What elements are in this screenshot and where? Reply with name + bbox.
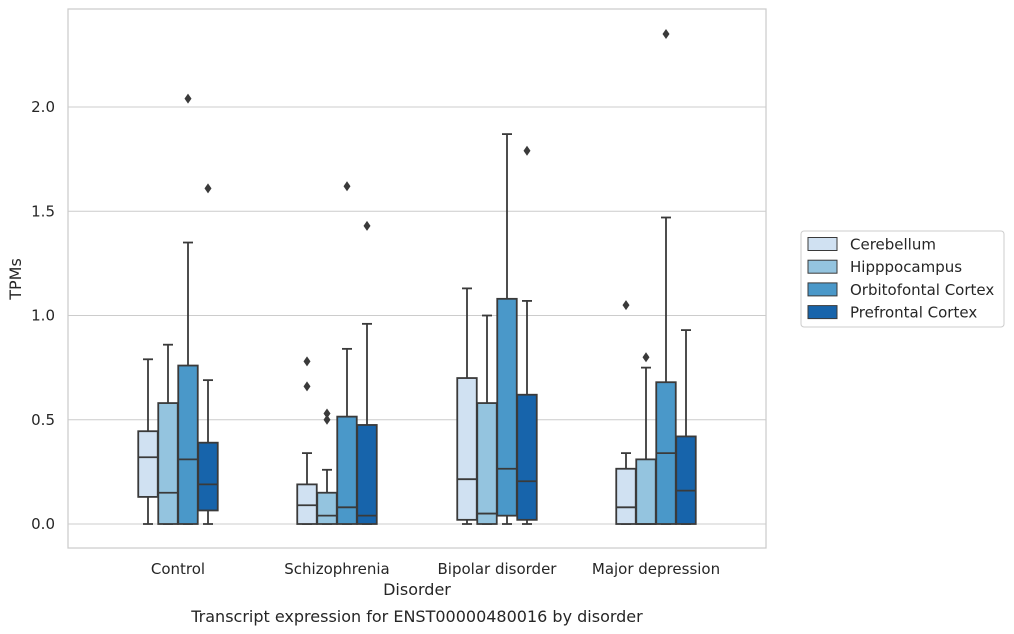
outlier-point [642,352,650,363]
legend-label: Orbitofontal Cortex [850,281,994,299]
x-axis-title: Disorder [383,580,451,599]
x-tick-label: Control [151,560,205,578]
outlier-point [323,414,331,425]
box-group [197,183,219,525]
box-group [336,181,358,525]
outlier-point [662,29,670,40]
iqr-box [635,458,657,525]
box-group [615,300,637,525]
y-tick-labels: 0.0 0.5 1.0 1.5 2.0 [31,98,55,533]
y-tick-label: 0.0 [31,515,55,533]
iqr-box [197,441,219,512]
box-group [516,145,538,525]
legend-label: Cerebellum [850,236,936,254]
legend-label: Hipppocampus [850,258,962,276]
iqr-box [177,364,199,525]
x-tick-label: Bipolar disorder [438,560,558,578]
box-group [456,287,478,525]
iqr-box [296,483,318,525]
legend-swatch [807,282,838,297]
outlier-point [184,93,192,104]
outlier-point [204,183,212,194]
outlier-point [303,381,311,392]
box-series [137,29,697,525]
y-tick-label: 1.0 [31,307,55,325]
legend: Cerebellum Hipppocampus Orbitofontal Corte… [800,230,1005,328]
box-group [177,93,199,525]
outlier-point [303,356,311,367]
iqr-box [615,467,637,525]
box-group [635,352,657,525]
box-group [356,220,378,525]
legend-swatch [807,305,838,320]
outlier-point [622,300,630,311]
iqr-box [476,402,498,525]
chart-caption: Transcript expression for ENST0000048001… [190,607,643,626]
legend-frame [800,230,1005,328]
box-group [137,358,159,525]
iqr-box [496,297,518,517]
plot-frame [67,8,767,549]
box-group [655,29,677,525]
box-group [316,408,338,525]
iqr-box [157,402,179,525]
box-group [157,343,179,525]
outlier-point [323,408,331,419]
iqr-box [316,491,338,525]
outlier-point [363,220,371,231]
iqr-box [456,377,478,521]
iqr-box [356,424,378,525]
iqr-box [137,430,159,498]
legend-swatch [807,259,838,274]
box-group [296,356,318,525]
x-tick-label: Schizophrenia [284,560,389,578]
box-group [675,329,697,525]
legend-label: Prefrontal Cortex [850,304,977,322]
x-tick-label: Major depression [592,560,720,578]
outlier-point [523,145,531,156]
outlier-point [343,181,351,192]
box-group [476,314,498,525]
y-tick-label: 2.0 [31,98,55,116]
legend-swatch [807,237,838,251]
y-axis-title: TPMs [6,258,25,301]
x-tick-labels: Control Schizophrenia Bipolar disorder Majo… [151,560,720,578]
box-group [496,133,518,525]
iqr-box [675,435,697,525]
y-tick-label: 0.5 [31,411,55,429]
y-tick-label: 1.5 [31,202,55,220]
iqr-box [516,393,538,521]
